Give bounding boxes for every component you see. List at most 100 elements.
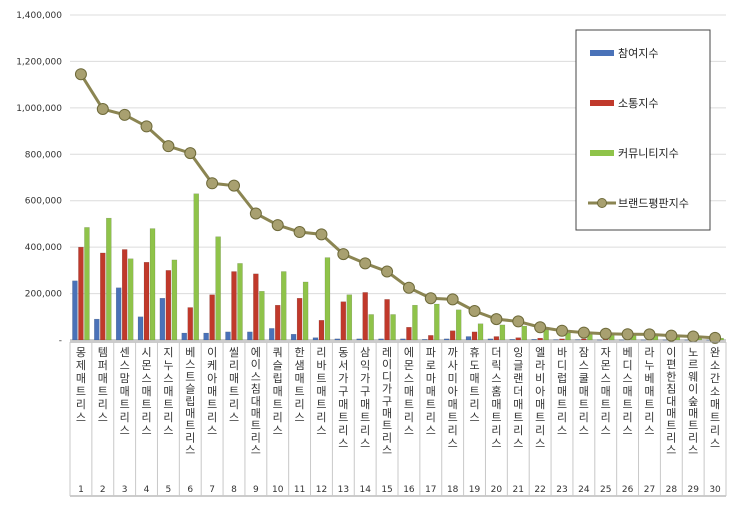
line-point-25 (599, 327, 612, 340)
line-point-7 (206, 177, 219, 190)
x-axis-labels: 몽 제 매 트 리 스 1 템 퍼 매 트 리 스 2 센 스 맘 매 트 리 스 3 시 몬 스 매 트 리 스 4 지 누 스 매 트 리 스 5 베 스… (69, 341, 727, 497)
bar-커뮤니티지수-4 (149, 228, 156, 341)
line-point-15 (381, 265, 394, 278)
bar-참여지수-19 (465, 336, 472, 341)
x-rank-label: 12 (316, 485, 327, 495)
x-rank-label: 20 (491, 485, 503, 495)
bar-커뮤니티지수-8 (237, 263, 243, 341)
line-point-20 (490, 313, 503, 326)
legend-label: 소통지수 (618, 97, 658, 110)
bar-커뮤니티지수-7 (215, 236, 221, 341)
y-tick-label: 1,000,000 (16, 104, 62, 114)
x-rank-label: 9 (253, 485, 259, 495)
x-rank-label: 18 (447, 485, 459, 495)
legend-label: 참여지수 (618, 47, 658, 60)
legend-marker (597, 198, 607, 208)
x-rank-label: 6 (187, 485, 193, 495)
bar-커뮤니티지수-5 (171, 259, 178, 341)
bar-소통지수-7 (209, 294, 215, 341)
bar-소통지수-21 (515, 337, 521, 341)
bar-참여지수-6 (181, 332, 187, 341)
line-point-11 (293, 226, 306, 239)
bar-소통지수-14 (362, 292, 368, 341)
bar-커뮤니티지수-23 (565, 332, 571, 341)
bar-참여지수-23 (553, 339, 559, 341)
bar-커뮤니티지수-9 (259, 291, 265, 341)
line-point-28 (665, 329, 678, 342)
line-point-18 (446, 293, 459, 306)
brand-index-line (74, 68, 722, 344)
y-tick-label: 600,000 (25, 197, 62, 207)
y-tick-label: 1,400,000 (16, 11, 62, 21)
bar-참여지수-18 (443, 338, 450, 341)
bar-참여지수-1 (72, 280, 78, 341)
bar-커뮤니티지수-12 (324, 257, 331, 341)
bar-참여지수-22 (531, 339, 537, 341)
gridlines (70, 14, 726, 341)
bar-소통지수-15 (384, 299, 390, 341)
x-rank-label: 19 (469, 485, 481, 495)
line-point-8 (228, 179, 240, 192)
bar-소통지수-20 (493, 336, 500, 341)
y-tick-label: 1,200,000 (16, 57, 62, 67)
bar-참여지수-15 (378, 338, 384, 341)
line-point-22 (534, 321, 547, 334)
x-rank-label: 25 (600, 485, 611, 495)
bar-소통지수-2 (100, 252, 106, 341)
bar-참여지수-25 (597, 339, 603, 341)
line-point-1 (74, 68, 87, 81)
bar-참여지수-5 (159, 298, 166, 341)
bar-소통지수-16 (406, 327, 412, 341)
line-point-5 (162, 140, 175, 153)
y-tick-label: 800,000 (25, 150, 62, 160)
x-rank-label: 14 (359, 485, 371, 495)
bar-소통지수-22 (537, 337, 543, 341)
bar-참여지수-24 (575, 339, 581, 341)
bar-소통지수-11 (296, 298, 303, 341)
bar-소통지수-19 (471, 331, 478, 341)
x-rank-label: 2 (100, 485, 106, 495)
bar-커뮤니티지수-10 (281, 271, 287, 341)
bar-커뮤니티지수-20 (499, 324, 506, 341)
x-rank-label: 13 (338, 485, 349, 495)
line-point-4 (140, 120, 153, 133)
bar-커뮤니티지수-15 (390, 314, 396, 341)
line-point-9 (249, 207, 262, 220)
bar-참여지수-3 (115, 287, 122, 341)
line-point-12 (315, 228, 328, 241)
bar-참여지수-11 (290, 333, 297, 341)
bar-커뮤니티지수-13 (346, 294, 353, 341)
legend-swatch-참여지수 (590, 50, 614, 56)
bar-소통지수-12 (318, 320, 325, 341)
x-rank-label: 21 (513, 485, 524, 495)
x-rank-label: 16 (403, 485, 415, 495)
bar-커뮤니티지수-6 (193, 193, 199, 341)
x-rank-label: 5 (166, 485, 172, 495)
line-point-16 (402, 281, 415, 294)
y-tick-label: 200,000 (25, 290, 62, 300)
x-rank-label: 4 (144, 485, 150, 495)
x-rank-label: 3 (122, 485, 128, 495)
